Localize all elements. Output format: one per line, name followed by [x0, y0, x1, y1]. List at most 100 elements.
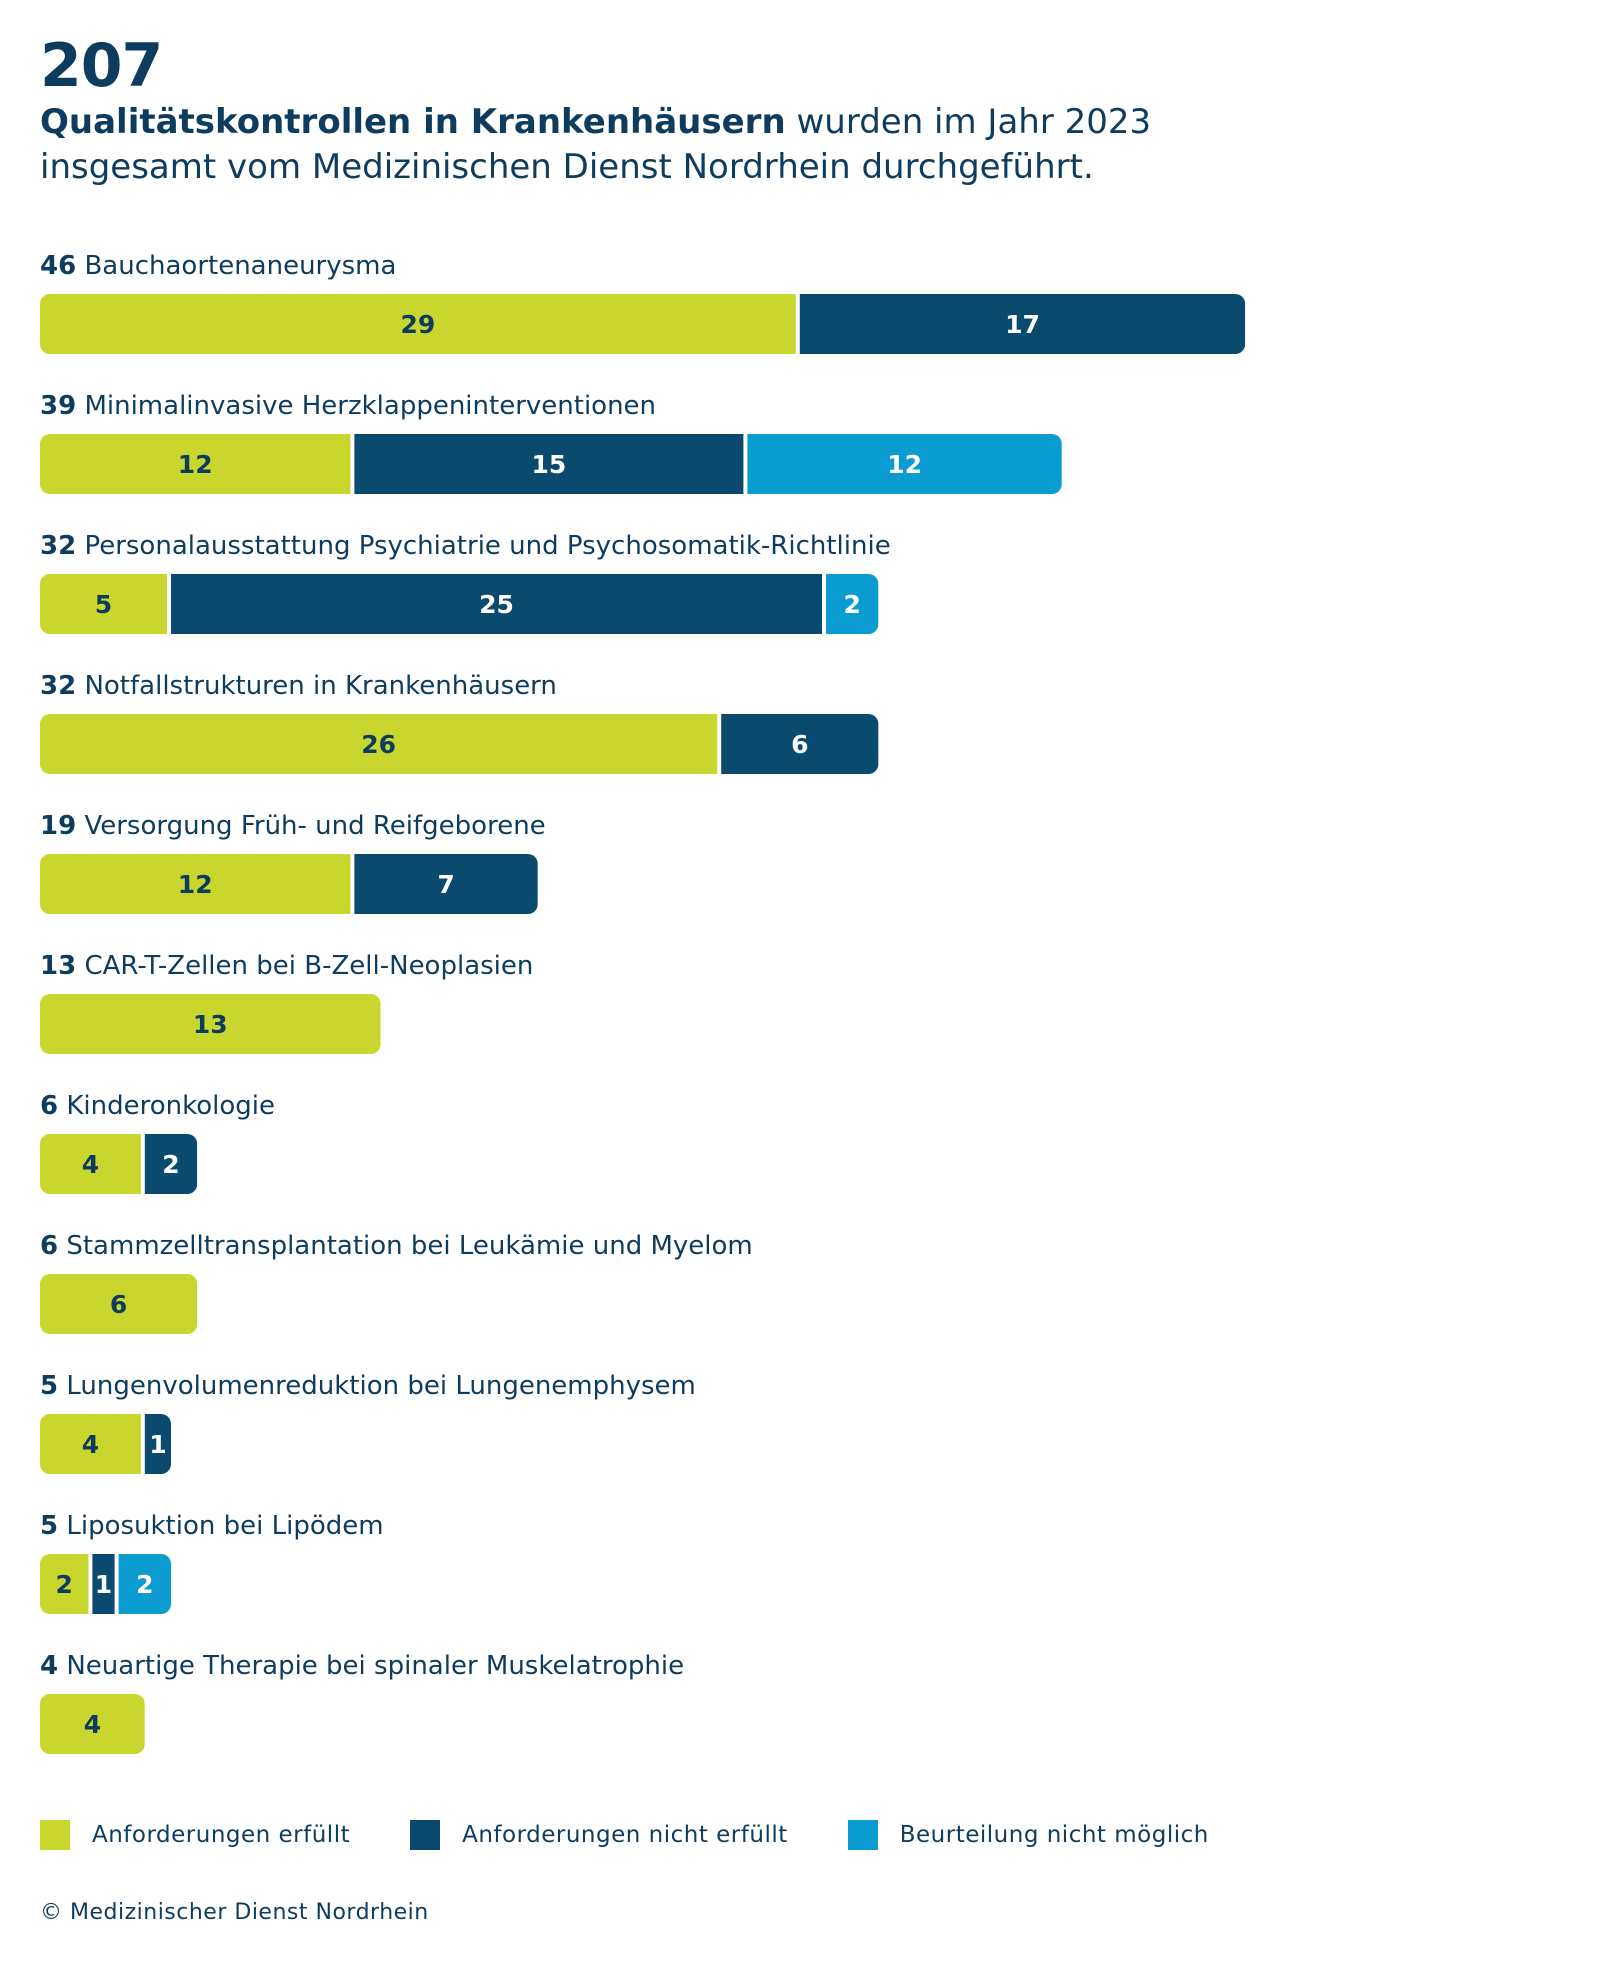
bar-segment — [721, 714, 879, 774]
bar-stack — [40, 294, 1246, 354]
category-label: 4 Neuartige Therapie bei spinaler Muskel… — [40, 1651, 684, 1681]
bar-value-label: 2 — [843, 590, 860, 619]
bar-segment — [40, 1134, 141, 1194]
legend-label-nicht-moeglich: Beurteilung nicht möglich — [899, 1822, 1209, 1848]
bar-value-label: 29 — [401, 310, 436, 339]
category-total: 32 — [40, 671, 76, 701]
bar-segment — [40, 294, 796, 354]
legend-label-nicht-erfuellt: Anforderungen nicht erfüllt — [462, 1822, 788, 1848]
bar-stack — [40, 1134, 198, 1194]
bar-stack — [40, 434, 1062, 494]
bar-value-label: 25 — [479, 590, 514, 619]
bar-value-label: 2 — [162, 1150, 179, 1179]
category-label: 5 Liposuktion bei Lipödem — [40, 1511, 384, 1541]
bar-value-label: 2 — [55, 1570, 72, 1599]
category-name: Versorgung Früh- und Reifgeborene — [76, 811, 546, 841]
bar-stack — [40, 994, 381, 1054]
category-name: Minimalinvasive Herzklappeninterventione… — [76, 391, 656, 421]
bar-segment — [747, 434, 1062, 494]
category-label: 6 Stammzelltransplantation bei Leukämie … — [40, 1231, 753, 1261]
legend-swatch-nicht-moeglich — [847, 1820, 878, 1850]
bar-segment — [92, 1554, 115, 1614]
legend-label-erfuellt: Anforderungen erfüllt — [92, 1822, 351, 1848]
category-label: 32 Notfallstrukturen in Krankenhäusern — [40, 671, 557, 701]
bar-value-label: 5 — [95, 590, 112, 619]
chart-row: 32 Notfallstrukturen in Krankenhäusern 26… — [40, 671, 879, 774]
category-total: 19 — [40, 811, 76, 841]
category-total: 5 — [40, 1371, 58, 1401]
category-label: 19 Versorgung Früh- und Reifgeborene — [40, 811, 546, 841]
category-label: 46 Bauchaortenaneurysma — [40, 251, 396, 281]
bar-stack — [40, 714, 879, 774]
bar-value-label: 4 — [84, 1710, 101, 1739]
bar-segment — [354, 854, 538, 914]
intro-bold: Qualitätskontrollen in Krankenhäusern — [40, 102, 786, 142]
legend-swatch-nicht-erfuellt — [410, 1820, 441, 1850]
category-label: 39 Minimalinvasive Herzklappeninterventi… — [40, 391, 656, 421]
category-total: 5 — [40, 1511, 58, 1541]
bar-segment — [40, 434, 351, 494]
category-total: 32 — [40, 531, 76, 561]
category-name: Stammzelltransplantation bei Leukämie un… — [58, 1231, 753, 1261]
legend: Anforderungen erfüllt Anforderungen nich… — [40, 1820, 1269, 1850]
bar-segment — [40, 994, 381, 1054]
bar-value-label: 6 — [791, 730, 808, 759]
bar-value-label: 13 — [193, 1010, 228, 1039]
category-total: 13 — [40, 951, 76, 981]
bar-stack — [40, 854, 538, 914]
category-label: 32 Personalausstattung Psychiatrie und P… — [40, 531, 891, 561]
category-name: Lungenvolumenreduktion bei Lungenemphyse… — [58, 1371, 696, 1401]
bar-value-label: 26 — [361, 730, 396, 759]
category-label: 5 Lungenvolumenreduktion bei Lungenemphy… — [40, 1371, 696, 1401]
chart-row: 4 Neuartige Therapie bei spinaler Muskel… — [40, 1651, 684, 1754]
bar-segment — [144, 1134, 198, 1194]
category-label: 6 Kinderonkologie — [40, 1091, 275, 1121]
bar-value-label: 4 — [82, 1430, 99, 1459]
bar-segment — [799, 294, 1246, 354]
category-total: 6 — [40, 1091, 58, 1121]
copyright: © Medizinischer Dienst Nordrhein — [40, 1900, 429, 1925]
category-total: 39 — [40, 391, 76, 421]
bar-value-label: 17 — [1005, 310, 1040, 339]
bar-segment — [40, 1414, 141, 1474]
bar-value-label: 15 — [532, 450, 567, 479]
bar-segment — [40, 854, 351, 914]
bar-segment — [40, 574, 167, 634]
bar-segment — [144, 1414, 171, 1474]
category-name: Bauchaortenaneurysma — [76, 251, 396, 281]
category-name: Personalausstattung Psychiatrie und Psyc… — [76, 531, 891, 561]
bar-segment — [40, 1274, 198, 1334]
intro-text: Qualitätskontrollen in Krankenhäusern wu… — [40, 100, 1440, 190]
category-label: 13 CAR-T-Zellen bei B-Zell-Neoplasien — [40, 951, 533, 981]
chart-row: 39 Minimalinvasive Herzklappeninterventi… — [40, 391, 1062, 494]
bar-stack — [40, 574, 879, 634]
category-name: Notfallstrukturen in Krankenhäusern — [76, 671, 557, 701]
chart-row: 32 Personalausstattung Psychiatrie und P… — [40, 531, 891, 634]
bar-value-label: 7 — [437, 870, 454, 899]
category-name: CAR-T-Zellen bei B-Zell-Neoplasien — [76, 951, 533, 981]
legend-item-nicht-erfuellt: Anforderungen nicht erfüllt — [410, 1820, 788, 1850]
bar-segment — [40, 1694, 145, 1754]
legend-item-nicht-moeglich: Beurteilung nicht möglich — [847, 1820, 1209, 1850]
bar-value-label: 12 — [178, 870, 213, 899]
category-total: 4 — [40, 1651, 58, 1681]
category-total: 46 — [40, 251, 76, 281]
bar-stack — [40, 1554, 171, 1614]
legend-swatch-erfuellt — [40, 1820, 70, 1850]
chart-row: 5 Liposuktion bei Lipödem 2 1 2 — [40, 1511, 384, 1614]
category-name: Liposuktion bei Lipödem — [58, 1511, 383, 1541]
total-count: 207 — [40, 31, 163, 101]
chart-row: 6 Stammzelltransplantation bei Leukämie … — [40, 1231, 753, 1334]
bar-value-label: 1 — [149, 1430, 166, 1459]
category-name: Kinderonkologie — [58, 1091, 275, 1121]
bar-segment — [354, 434, 744, 494]
bar-value-label: 1 — [95, 1570, 112, 1599]
bar-stack — [40, 1274, 198, 1334]
bar-segment — [40, 714, 718, 774]
intro-rest: wurden im Jahr 2023 — [785, 102, 1152, 142]
bar-value-label: 12 — [887, 450, 922, 479]
chart-row: 19 Versorgung Früh- und Reifgeborene 12 7 — [40, 811, 546, 914]
category-name: Neuartige Therapie bei spinaler Muskelat… — [58, 1651, 684, 1681]
